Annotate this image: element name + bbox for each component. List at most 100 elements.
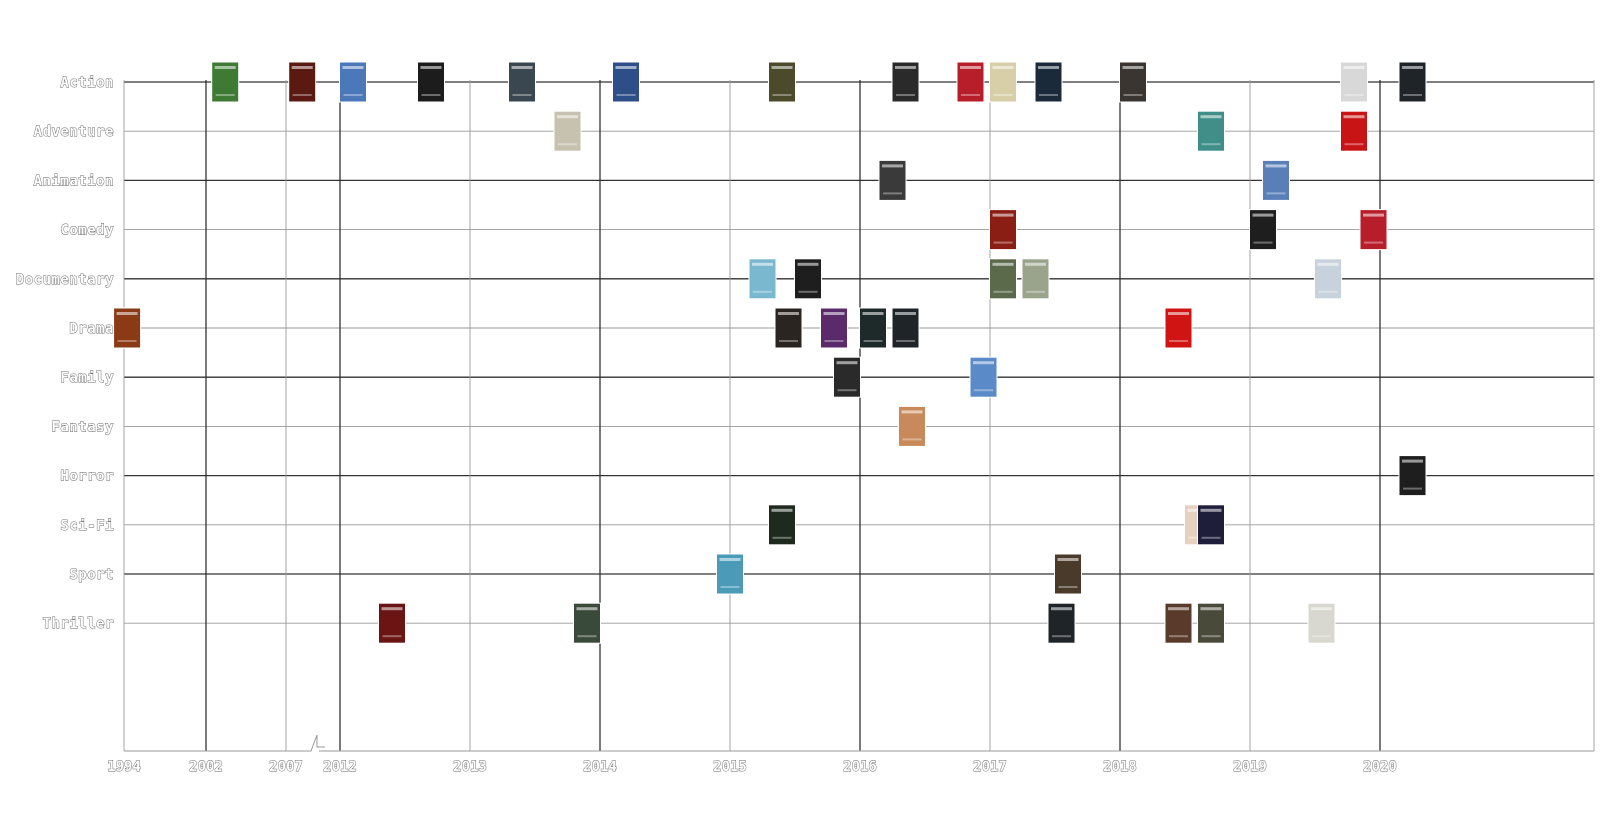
genre-label-animation: Animation (34, 173, 114, 189)
poster-credits-strip (1201, 143, 1221, 146)
poster-marker (1047, 602, 1076, 644)
poster-credits-strip (993, 241, 1013, 244)
poster-marker (891, 61, 920, 103)
poster-title-strip (1200, 607, 1222, 611)
year-tick-2019: 2019 (1233, 759, 1267, 775)
poster-title-strip (752, 262, 773, 266)
poster-marker (1197, 602, 1225, 644)
poster-title-strip (1038, 66, 1059, 69)
poster-credits-strip (577, 635, 597, 638)
poster-credits-strip (837, 389, 857, 392)
poster-credits-strip (1201, 536, 1221, 539)
grid (123, 80, 1595, 753)
year-tick-2016: 2016 (843, 759, 877, 775)
poster-marker (378, 602, 406, 644)
poster-title-strip (882, 164, 903, 168)
poster-credits-strip (558, 143, 577, 146)
poster-marker (748, 258, 777, 300)
poster-credits-strip (863, 340, 883, 342)
poster-marker (1197, 504, 1225, 546)
poster-marker (211, 61, 240, 103)
year-tick-2018: 2018 (1103, 759, 1137, 775)
poster-title-strip (1168, 607, 1189, 611)
poster-title-strip (1168, 312, 1189, 315)
poster-credits-strip (772, 536, 792, 539)
genre-label-sport: Sport (69, 567, 114, 583)
poster-title-strip (214, 66, 236, 69)
year-tick-1994: 1994 (107, 759, 141, 775)
poster-credits-strip (421, 94, 441, 96)
poster-title-strip (1025, 262, 1046, 266)
poster-credits-strip (1403, 487, 1422, 490)
year-tick-2015: 2015 (713, 759, 747, 775)
poster-marker (989, 258, 1017, 300)
poster-marker (833, 356, 861, 398)
year-tick-2012: 2012 (323, 759, 357, 775)
poster-markers (113, 61, 1427, 644)
poster-title-strip (1122, 66, 1144, 69)
poster-credits-strip (616, 94, 636, 96)
poster-title-strip (1363, 213, 1384, 217)
poster-credits-strip (1364, 241, 1383, 244)
poster-title-strip (1343, 66, 1365, 69)
poster-title-strip (1265, 164, 1287, 168)
poster-credits-strip (1058, 586, 1078, 588)
poster-marker (956, 61, 985, 103)
poster-credits-strip (1052, 635, 1071, 638)
axis-break-gap (311, 733, 319, 753)
poster-title-strip (342, 66, 364, 69)
poster-credits-strip (1312, 635, 1331, 638)
poster-credits-strip (993, 94, 1013, 96)
poster-title-strip (992, 213, 1014, 217)
poster-credits-strip (902, 438, 922, 441)
genre-label-horror: Horror (60, 469, 114, 485)
poster-credits-strip (1201, 635, 1221, 638)
poster-marker (878, 159, 907, 201)
poster-marker (969, 356, 998, 398)
poster-credits-strip (117, 340, 137, 342)
poster-title-strip (1402, 459, 1423, 463)
poster-credits-strip (343, 94, 363, 96)
poster-credits-strip (896, 340, 915, 342)
poster-marker (716, 553, 744, 595)
poster-marker (1164, 307, 1193, 349)
poster-marker (898, 405, 926, 447)
poster-title-strip (381, 607, 403, 611)
poster-title-strip (1343, 115, 1365, 119)
poster-credits-strip (215, 94, 235, 96)
poster-marker (288, 61, 317, 103)
year-tick-2007: 2007 (269, 759, 303, 775)
poster-title-strip (1252, 213, 1274, 217)
poster-title-strip (557, 115, 578, 119)
poster-credits-strip (974, 389, 993, 392)
axis-labels: Action Adventure Animation Comedy Documentar… (15, 75, 1397, 776)
poster-marker (989, 209, 1017, 251)
year-tick-2013: 2013 (453, 759, 487, 775)
poster-marker (508, 61, 536, 103)
year-tick-2020: 2020 (1363, 759, 1397, 775)
poster-title-strip (992, 262, 1014, 266)
poster-marker (1340, 110, 1368, 152)
poster-title-strip (615, 66, 637, 69)
poster-marker (1262, 159, 1290, 201)
poster-marker (573, 602, 601, 644)
year-tick-2014: 2014 (583, 759, 617, 775)
poster-marker (1398, 61, 1427, 103)
poster-title-strip (116, 312, 138, 315)
poster-credits-strip (772, 94, 792, 96)
poster-title-strip (719, 558, 741, 561)
poster-marker (768, 61, 796, 103)
poster-title-strip (1311, 607, 1332, 611)
poster-title-strip (901, 410, 923, 414)
poster-marker (417, 61, 445, 103)
poster-title-strip (420, 66, 442, 69)
poster-credits-strip (720, 586, 740, 588)
axis-break-mark (305, 734, 325, 752)
poster-title-strip (862, 312, 884, 315)
poster-credits-strip (753, 290, 772, 293)
poster-credits-strip (1403, 94, 1422, 96)
poster-title-strip (960, 66, 981, 69)
poster-marker (891, 307, 920, 349)
poster-title-strip (1051, 607, 1072, 611)
